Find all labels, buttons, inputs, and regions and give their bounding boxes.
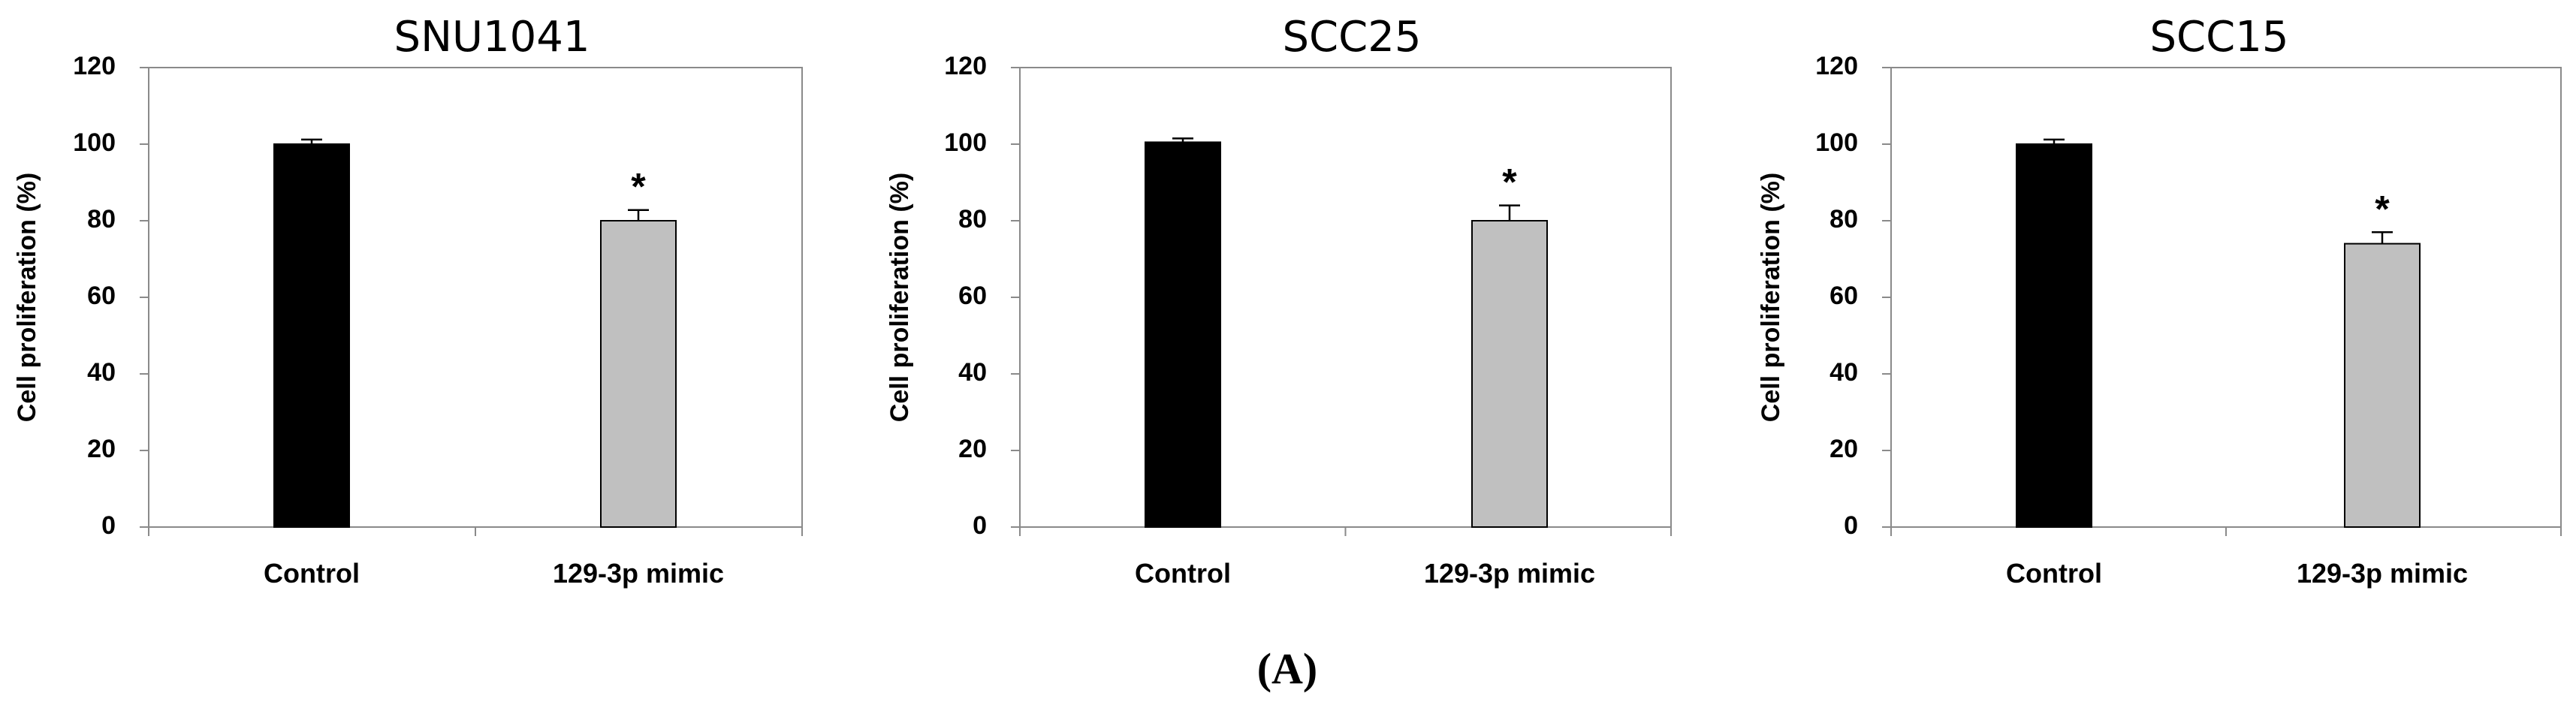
category-label: Control	[264, 558, 360, 589]
chart-title: SNU1041	[394, 13, 590, 62]
chart-panel-1: SNU1041 Cell proliferation (%) 0 20 40 60 80 10…	[13, 13, 803, 589]
significance-marker: *	[631, 166, 646, 208]
y-tick-label: 40	[87, 358, 116, 387]
chart-panel-3: SCC15 Cell proliferation (%) 0 20 40 60 80 100 1…	[1757, 13, 2562, 589]
category-label: 129-3p mimic	[553, 558, 724, 589]
bar-control	[2016, 143, 2092, 528]
y-tick-label: 60	[958, 282, 987, 310]
y-tick-label: 100	[1815, 128, 1858, 157]
y-axis-label: Cell proliferation (%)	[1757, 173, 1785, 422]
plot-frame	[1019, 67, 1672, 528]
charts-group: SNU1041 Cell proliferation (%) 0 20 40 60 80 10…	[13, 13, 2562, 589]
y-tick-label: 20	[958, 435, 987, 463]
y-tick-label: 20	[1829, 435, 1858, 463]
y-axis-label: Cell proliferation (%)	[13, 173, 41, 422]
y-tick-label: 100	[944, 128, 987, 157]
y-tick-label: 40	[1829, 358, 1858, 387]
bar-129-3p-mimic	[1471, 220, 1548, 528]
bar-control	[1145, 141, 1221, 528]
category-label: 129-3p mimic	[1424, 558, 1595, 589]
chart-panel-2: SCC25 Cell proliferation (%) 0 20 40 60 80 100 1…	[885, 13, 1672, 589]
bar-129-3p-mimic	[600, 220, 677, 528]
y-tick-label: 80	[87, 205, 116, 233]
y-tick-label: 60	[1829, 282, 1858, 310]
category-label: Control	[1135, 558, 1231, 589]
y-tick-label: 0	[1844, 511, 1858, 540]
y-tick-label: 120	[1815, 52, 1858, 80]
chart-title: SCC15	[2149, 13, 2288, 62]
y-tick-label: 0	[101, 511, 116, 540]
significance-marker: *	[1502, 161, 1517, 203]
y-tick-label: 80	[1829, 205, 1858, 233]
plot-frame	[148, 67, 803, 528]
y-tick-label: 120	[73, 52, 116, 80]
y-axis-label: Cell proliferation (%)	[885, 173, 914, 422]
significance-marker: *	[2375, 188, 2390, 230]
bar-control	[273, 143, 350, 528]
plot-frame	[1890, 67, 2562, 528]
category-label: Control	[2006, 558, 2102, 589]
y-tick-label: 40	[958, 358, 987, 387]
y-tick-label: 120	[944, 52, 987, 80]
y-tick-label: 100	[73, 128, 116, 157]
chart-title: SCC25	[1282, 13, 1421, 62]
y-tick-label: 20	[87, 435, 116, 463]
y-tick-label: 80	[958, 205, 987, 233]
y-tick-label: 0	[973, 511, 987, 540]
y-tick-label: 60	[87, 282, 116, 310]
panel-label: (A)	[1257, 644, 1318, 693]
category-label: 129-3p mimic	[2297, 558, 2468, 589]
bar-129-3p-mimic	[2344, 243, 2421, 528]
